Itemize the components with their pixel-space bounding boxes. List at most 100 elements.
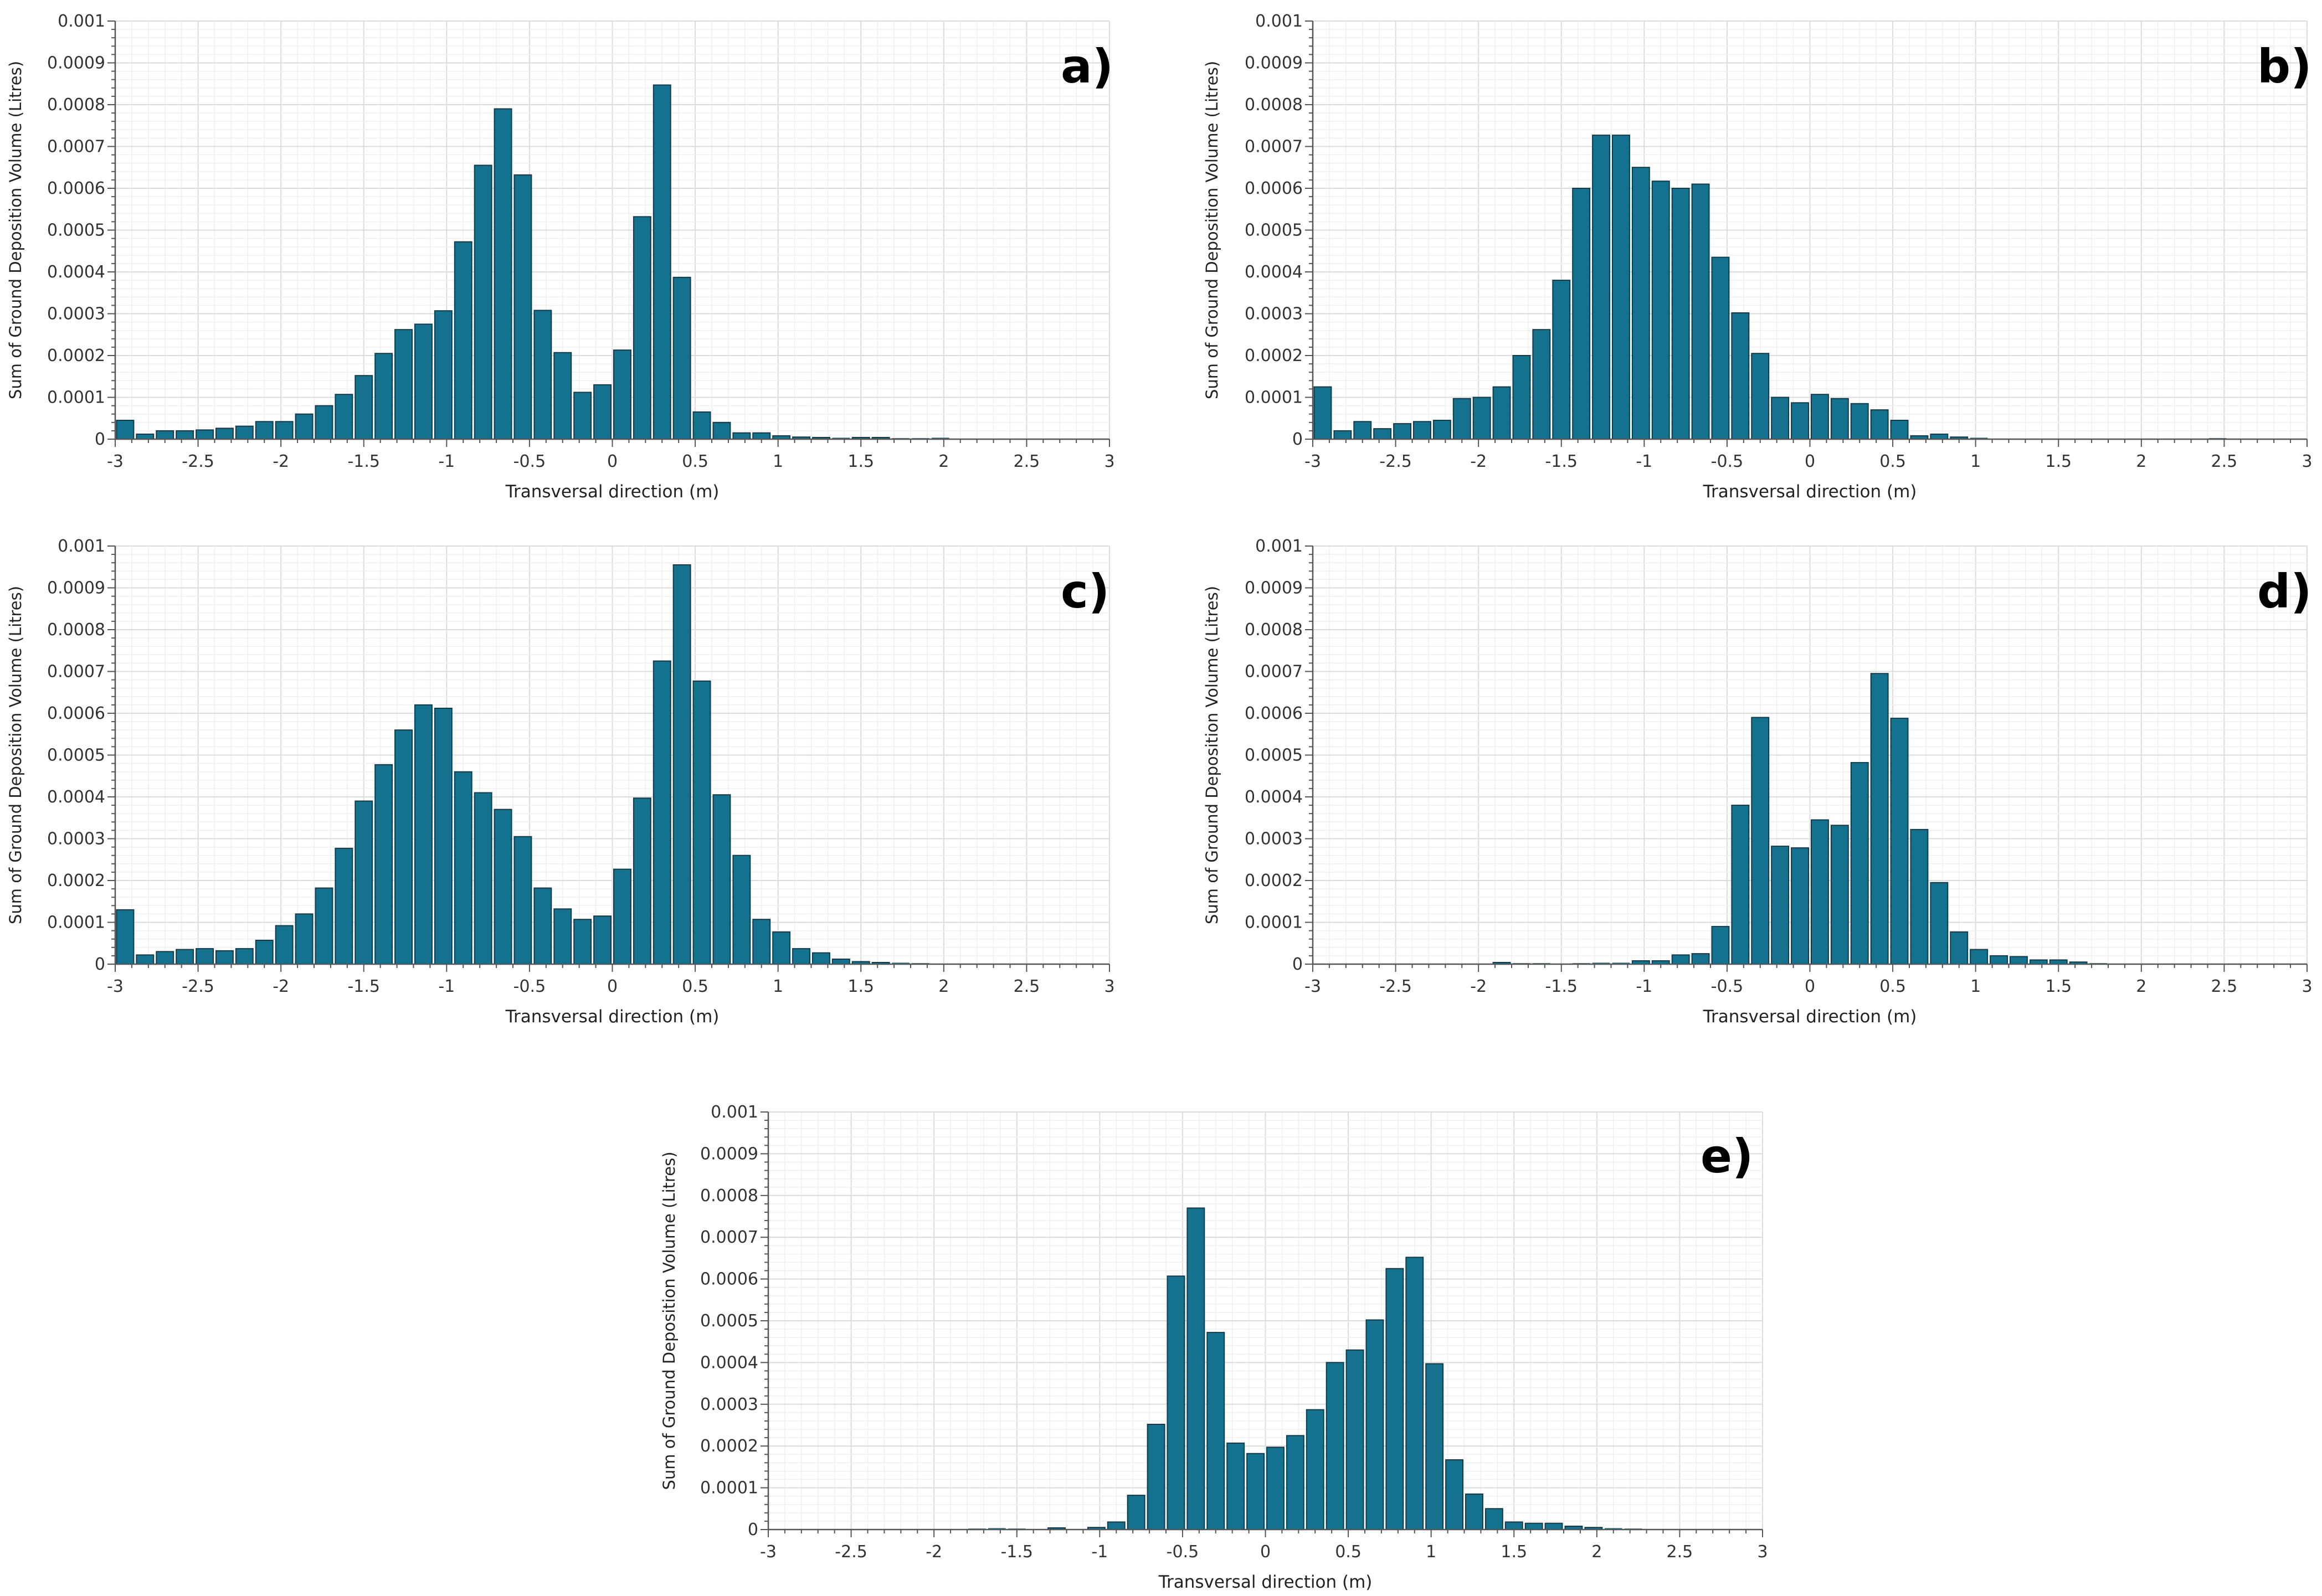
bar (1850, 403, 1869, 440)
bar (1266, 1446, 1285, 1530)
chart-svg-b: -3 -2.5 -2 -1.5 -1 -0.5 0 0.5 1 1.5 2 2.5 3 0 0.0001 0.… (1203, 12, 2313, 502)
bar (1333, 430, 1352, 440)
y-tick-label: 0.0006 (47, 179, 105, 198)
y-tick-label: 0.0001 (47, 913, 105, 933)
bar (494, 108, 512, 440)
bar (1791, 847, 1809, 965)
y-tick-label: 0.0006 (700, 1270, 758, 1289)
bar (1413, 421, 1431, 440)
bar-series (1492, 673, 2127, 965)
bar (355, 375, 373, 440)
x-tick-label: 0 (1805, 452, 1815, 471)
bar (593, 384, 612, 440)
y-tick-label: 0.0002 (47, 871, 105, 890)
bar (1691, 183, 1710, 440)
x-tick-label: -3 (107, 452, 124, 471)
chart-panel-d: -3 -2.5 -2 -1.5 -1 -0.5 0 0.5 1 1.5 2 2.5 3 0 0.0001 0.… (1196, 525, 2322, 1043)
bar (235, 948, 254, 965)
y-tick-label: 0 (1292, 430, 1303, 449)
x-tick-label: -3 (1304, 977, 1321, 996)
bar (414, 704, 433, 965)
x-tick-label: 3 (1104, 452, 1114, 471)
axes: -3 -2.5 -2 -1.5 -1 -0.5 0 0.5 1 1.5 2 2.5 3 0 0.0001 0.… (47, 537, 1115, 996)
x-tick-label: 3 (2302, 452, 2312, 471)
y-tick-label: 0.0009 (47, 579, 105, 598)
y-tick-label: 0.0005 (700, 1311, 758, 1331)
grid (768, 1111, 1763, 1530)
bar (1353, 421, 1372, 440)
bar (1990, 955, 2008, 965)
bar (1127, 1495, 1145, 1530)
bar (1811, 819, 1829, 965)
bar (1631, 167, 1650, 440)
chart-svg-e: -3 -2.5 -2 -1.5 -1 -0.5 0 0.5 1 1.5 2 2.5 3 0 0.0001 0.… (660, 1103, 1768, 1592)
y-tick-label: 0.001 (1255, 12, 1303, 31)
bar (474, 792, 492, 965)
y-tick-label: 0.0008 (47, 620, 105, 640)
bar (1313, 386, 1332, 440)
bar (1592, 135, 1610, 440)
bar (215, 950, 234, 965)
x-tick-label: 1 (773, 977, 783, 996)
bar (1751, 717, 1770, 965)
bar (414, 323, 433, 440)
y-tick-label: 0.0006 (1245, 179, 1303, 198)
bar (1405, 1257, 1424, 1530)
x-tick-label: 1 (1970, 452, 1981, 471)
y-tick-label: 0 (95, 430, 105, 449)
x-tick-label: -1.5 (347, 452, 380, 471)
x-tick-label: -2.5 (182, 977, 214, 996)
x-tick-label: -1.5 (347, 977, 380, 996)
chart-svg-a: -3 -2.5 -2 -1.5 -1 -0.5 0 0.5 1 1.5 2 2.5 3 0 0.0001 0.… (6, 12, 1115, 502)
bar (1206, 1332, 1225, 1530)
bar (156, 951, 174, 965)
bar (335, 847, 353, 965)
x-tick-label: 0 (607, 452, 618, 471)
y-tick-label: 0.0001 (1245, 913, 1303, 933)
y-tick-label: 0.0002 (700, 1437, 758, 1456)
x-tick-label: -2.5 (1379, 452, 1412, 471)
bar (672, 564, 691, 965)
bar (653, 660, 671, 965)
y-tick-label: 0.001 (1255, 537, 1303, 556)
bar (1751, 353, 1770, 440)
x-tick-label: 1 (773, 452, 783, 471)
bar (1445, 1459, 1463, 1530)
chart-svg-c: -3 -2.5 -2 -1.5 -1 -0.5 0 0.5 1 1.5 2 2.5 3 0 0.0001 0.… (6, 537, 1115, 1027)
axes: -3 -2.5 -2 -1.5 -1 -0.5 0 0.5 1 1.5 2 2.5 3 0 0.0001 0.… (700, 1103, 1768, 1562)
bar (553, 352, 572, 440)
x-tick-label: 0.5 (1879, 977, 1906, 996)
y-tick-label: 0.0007 (47, 662, 105, 682)
bar (215, 428, 234, 440)
x-tick-label: -0.5 (513, 977, 546, 996)
x-axis-title: Transversal direction (m) (505, 482, 720, 502)
grid (115, 545, 1110, 965)
y-tick-label: 0.0003 (47, 830, 105, 849)
y-tick-label: 0.0002 (1245, 871, 1303, 890)
x-tick-label: 3 (1104, 977, 1114, 996)
bar (1811, 394, 1829, 440)
y-tick-label: 0.0008 (1245, 95, 1303, 115)
x-tick-label: 1 (1970, 977, 1981, 996)
bar (1711, 926, 1730, 965)
x-tick-label: -1.5 (1545, 452, 1578, 471)
x-tick-label: 2.5 (1014, 452, 1040, 471)
y-tick-label: 0.0009 (1245, 54, 1303, 73)
bar (772, 931, 791, 965)
bar (1484, 1508, 1503, 1530)
bar-series (116, 564, 929, 965)
bar (1910, 828, 1929, 965)
bar (116, 909, 135, 965)
x-axis-title: Transversal direction (m) (1703, 482, 1917, 502)
y-tick-label: 0.0008 (700, 1186, 758, 1206)
chart-panel-b: -3 -2.5 -2 -1.5 -1 -0.5 0 0.5 1 1.5 2 2.5 3 0 0.0001 0.… (1196, 0, 2322, 518)
bar (1950, 931, 1969, 965)
y-tick-label: 0.0001 (1245, 388, 1303, 408)
bar (1731, 805, 1750, 965)
x-tick-label: -2 (1470, 977, 1487, 996)
bar (1425, 1363, 1444, 1530)
y-axis-title: Sum of Ground Deposition Volume (Litres) (6, 61, 25, 399)
y-tick-label: 0.0004 (47, 787, 105, 807)
bar (156, 430, 174, 440)
bar (732, 432, 751, 440)
